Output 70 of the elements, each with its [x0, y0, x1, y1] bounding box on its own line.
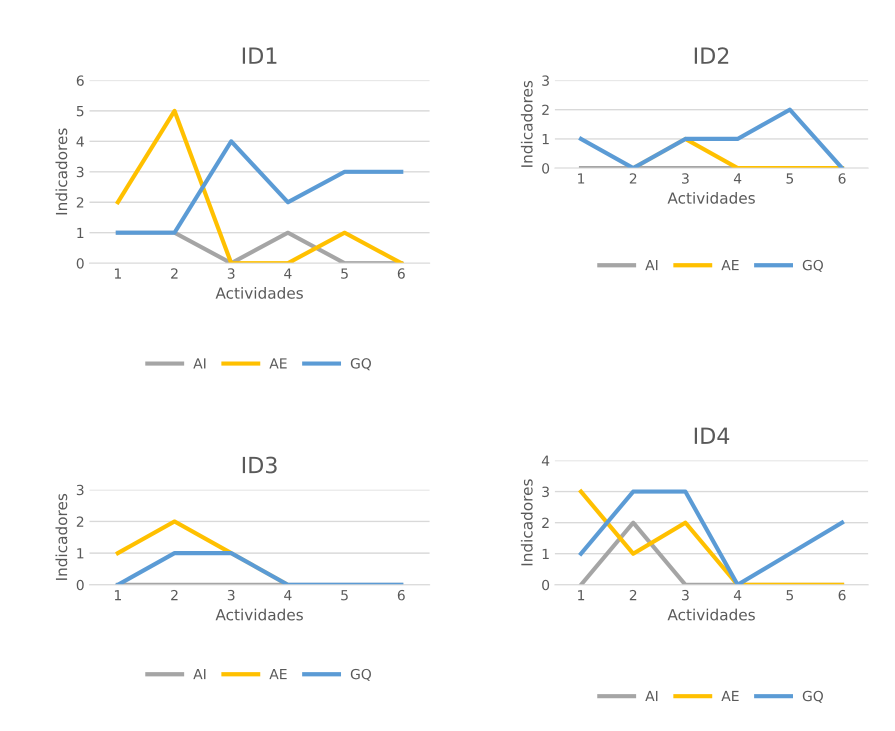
x-axis-title: Actividades — [668, 192, 755, 204]
y-tick-label: 3 — [542, 486, 549, 498]
legend-label: AI — [193, 358, 206, 368]
line-series — [116, 139, 404, 235]
legend-label: GQ — [802, 690, 823, 703]
x-tick-label: 6 — [398, 590, 405, 600]
x-axis-title: Actividades — [216, 608, 303, 620]
y-axis-title: Indicadores — [520, 479, 533, 566]
legend-label: AI — [193, 669, 206, 680]
x-tick-label: 5 — [786, 590, 794, 600]
legend-label: AI — [645, 260, 658, 270]
x-tick-label: 2 — [171, 590, 178, 600]
y-axis-title: Indicadores — [55, 494, 68, 580]
x-tick-label: 6 — [838, 173, 846, 184]
x-tick-label: 2 — [630, 173, 636, 184]
y-tick-label: 0 — [542, 163, 550, 174]
y-tick-label: 2 — [542, 518, 549, 528]
x-tick-label: 4 — [284, 590, 292, 600]
y-tick-label: 2 — [542, 104, 549, 115]
legend-label: GQ — [802, 260, 823, 272]
chart-title: ID1 — [242, 48, 276, 64]
legend-label: AE — [721, 260, 739, 270]
legend-label: GQ — [350, 358, 371, 370]
y-axis-title: Indicadores — [520, 80, 533, 167]
chart-title: ID3 — [242, 456, 277, 474]
y-tick-label: 4 — [76, 136, 84, 147]
line-series — [116, 108, 404, 264]
y-tick-label: 2 — [76, 516, 84, 527]
x-tick-label: 5 — [341, 590, 348, 600]
x-tick-label: 3 — [682, 173, 689, 184]
legend-label: GQ — [350, 668, 371, 681]
x-tick-label: 5 — [786, 173, 794, 184]
legend-label: AE — [721, 690, 739, 702]
y-tick-label: 0 — [76, 258, 84, 269]
x-tick-label: 4 — [284, 268, 292, 279]
x-tick-label: 3 — [682, 590, 689, 600]
x-tick-label: 1 — [578, 590, 584, 600]
y-tick-label: 3 — [76, 484, 84, 496]
y-tick-label: 4 — [542, 456, 550, 466]
y-tick-label: 0 — [76, 580, 84, 590]
y-tick-label: 1 — [77, 548, 84, 558]
x-tick-label: 5 — [341, 268, 348, 279]
chart-title: ID2 — [694, 47, 728, 64]
legend-label: AE — [269, 669, 287, 680]
x-tick-label: 2 — [630, 590, 636, 600]
legend-label: AI — [645, 690, 658, 702]
x-tick-label: 4 — [734, 590, 742, 600]
y-tick-label: 6 — [76, 75, 84, 86]
legend-label: AE — [269, 358, 287, 368]
y-tick-label: 2 — [76, 197, 84, 208]
x-axis-title: Actividades — [216, 287, 303, 299]
line-series — [578, 490, 844, 585]
x-tick-label: 1 — [578, 173, 584, 184]
x-tick-label: 3 — [228, 268, 235, 279]
y-axis-title: Indicadores — [55, 128, 68, 214]
chart-title: ID4 — [694, 428, 730, 444]
x-tick-label: 1 — [114, 268, 121, 279]
x-tick-label: 6 — [838, 590, 846, 600]
x-tick-label: 6 — [398, 268, 405, 279]
x-tick-label: 1 — [114, 590, 121, 600]
y-tick-label: 1 — [542, 548, 549, 560]
x-tick-label: 4 — [734, 173, 742, 184]
y-tick-label: 0 — [542, 580, 550, 590]
y-tick-label: 5 — [76, 106, 84, 116]
y-tick-label: 3 — [542, 75, 549, 86]
y-tick-label: 1 — [77, 228, 84, 238]
x-axis-title: Actividades — [668, 608, 755, 620]
x-tick-label: 3 — [228, 590, 235, 600]
x-tick-label: 2 — [171, 268, 178, 279]
y-tick-label: 1 — [542, 134, 549, 144]
